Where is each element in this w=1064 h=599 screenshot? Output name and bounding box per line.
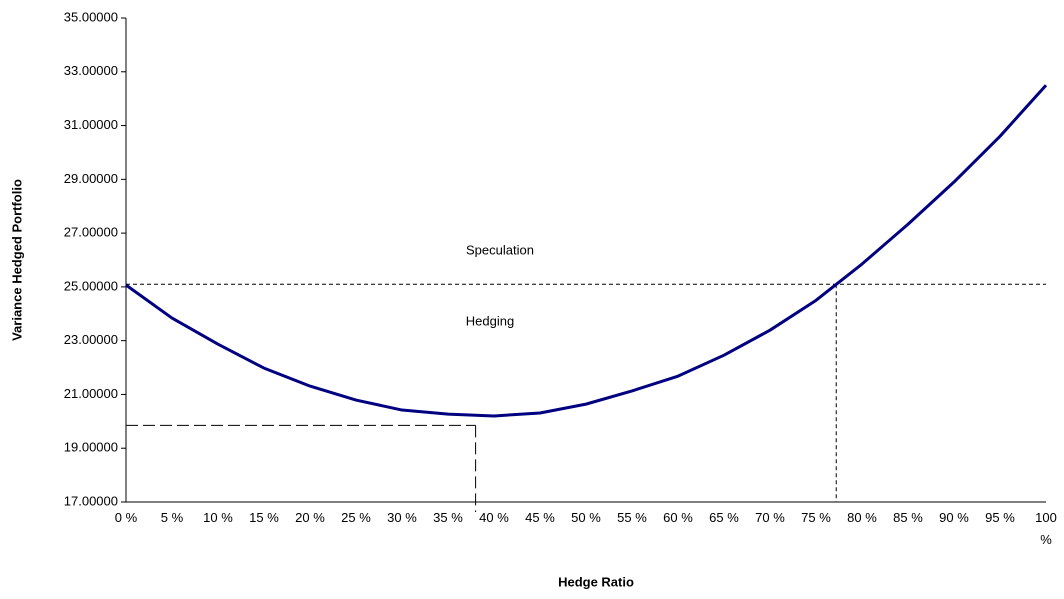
y-tick-label: 27.00000: [64, 225, 118, 240]
x-tick-label: 80 %: [847, 510, 877, 525]
y-tick-label: 19.00000: [64, 440, 118, 455]
y-tick-label: 31.00000: [64, 117, 118, 132]
x-tick-label: 65 %: [709, 510, 739, 525]
x-axis-title: Hedge Ratio: [558, 574, 634, 589]
x-tick-label: 75 %: [801, 510, 831, 525]
y-axis-title: Variance Hedged Portfolio: [9, 179, 24, 341]
x-tick-label: 85 %: [893, 510, 923, 525]
x-tick-label: 70 %: [755, 510, 785, 525]
x-tick-label: 50 %: [571, 510, 601, 525]
x-tick-label: 100 %: [1035, 510, 1057, 547]
y-tick-label: 17.00000: [64, 493, 118, 508]
annotation: Hedging: [466, 313, 514, 328]
line: [125, 84, 1048, 418]
y-tick-label: 25.00000: [64, 278, 118, 293]
y-tick-label: 35.00000: [64, 9, 118, 24]
y-tick-label: 33.00000: [64, 63, 118, 78]
y-tick-label: 23.00000: [64, 332, 118, 347]
x-tick-label: 55 %: [617, 510, 647, 525]
x-tick-label: 60 %: [663, 510, 693, 525]
y-tick-label: 29.00000: [64, 171, 118, 186]
x-tick-label: 10 %: [203, 510, 233, 525]
annotation: Speculation: [466, 242, 534, 257]
x-tick-label: 90 %: [939, 510, 969, 525]
x-tick-label: 0 %: [114, 510, 138, 525]
x-tick-label: 95 %: [985, 510, 1015, 525]
x-tick-label: 30 %: [387, 510, 417, 525]
x-tick-label: 35 %: [433, 510, 463, 525]
x-tick-label: 40 %: [479, 510, 509, 525]
x-tick-label: 20 %: [295, 510, 325, 525]
x-tick-label: 25 %: [341, 510, 371, 525]
x-tick-label: 45 %: [525, 510, 555, 525]
x-tick-label: 15 %: [249, 510, 279, 525]
x-tick-label: 5 %: [160, 510, 184, 525]
y-tick-label: 21.00000: [64, 386, 118, 401]
